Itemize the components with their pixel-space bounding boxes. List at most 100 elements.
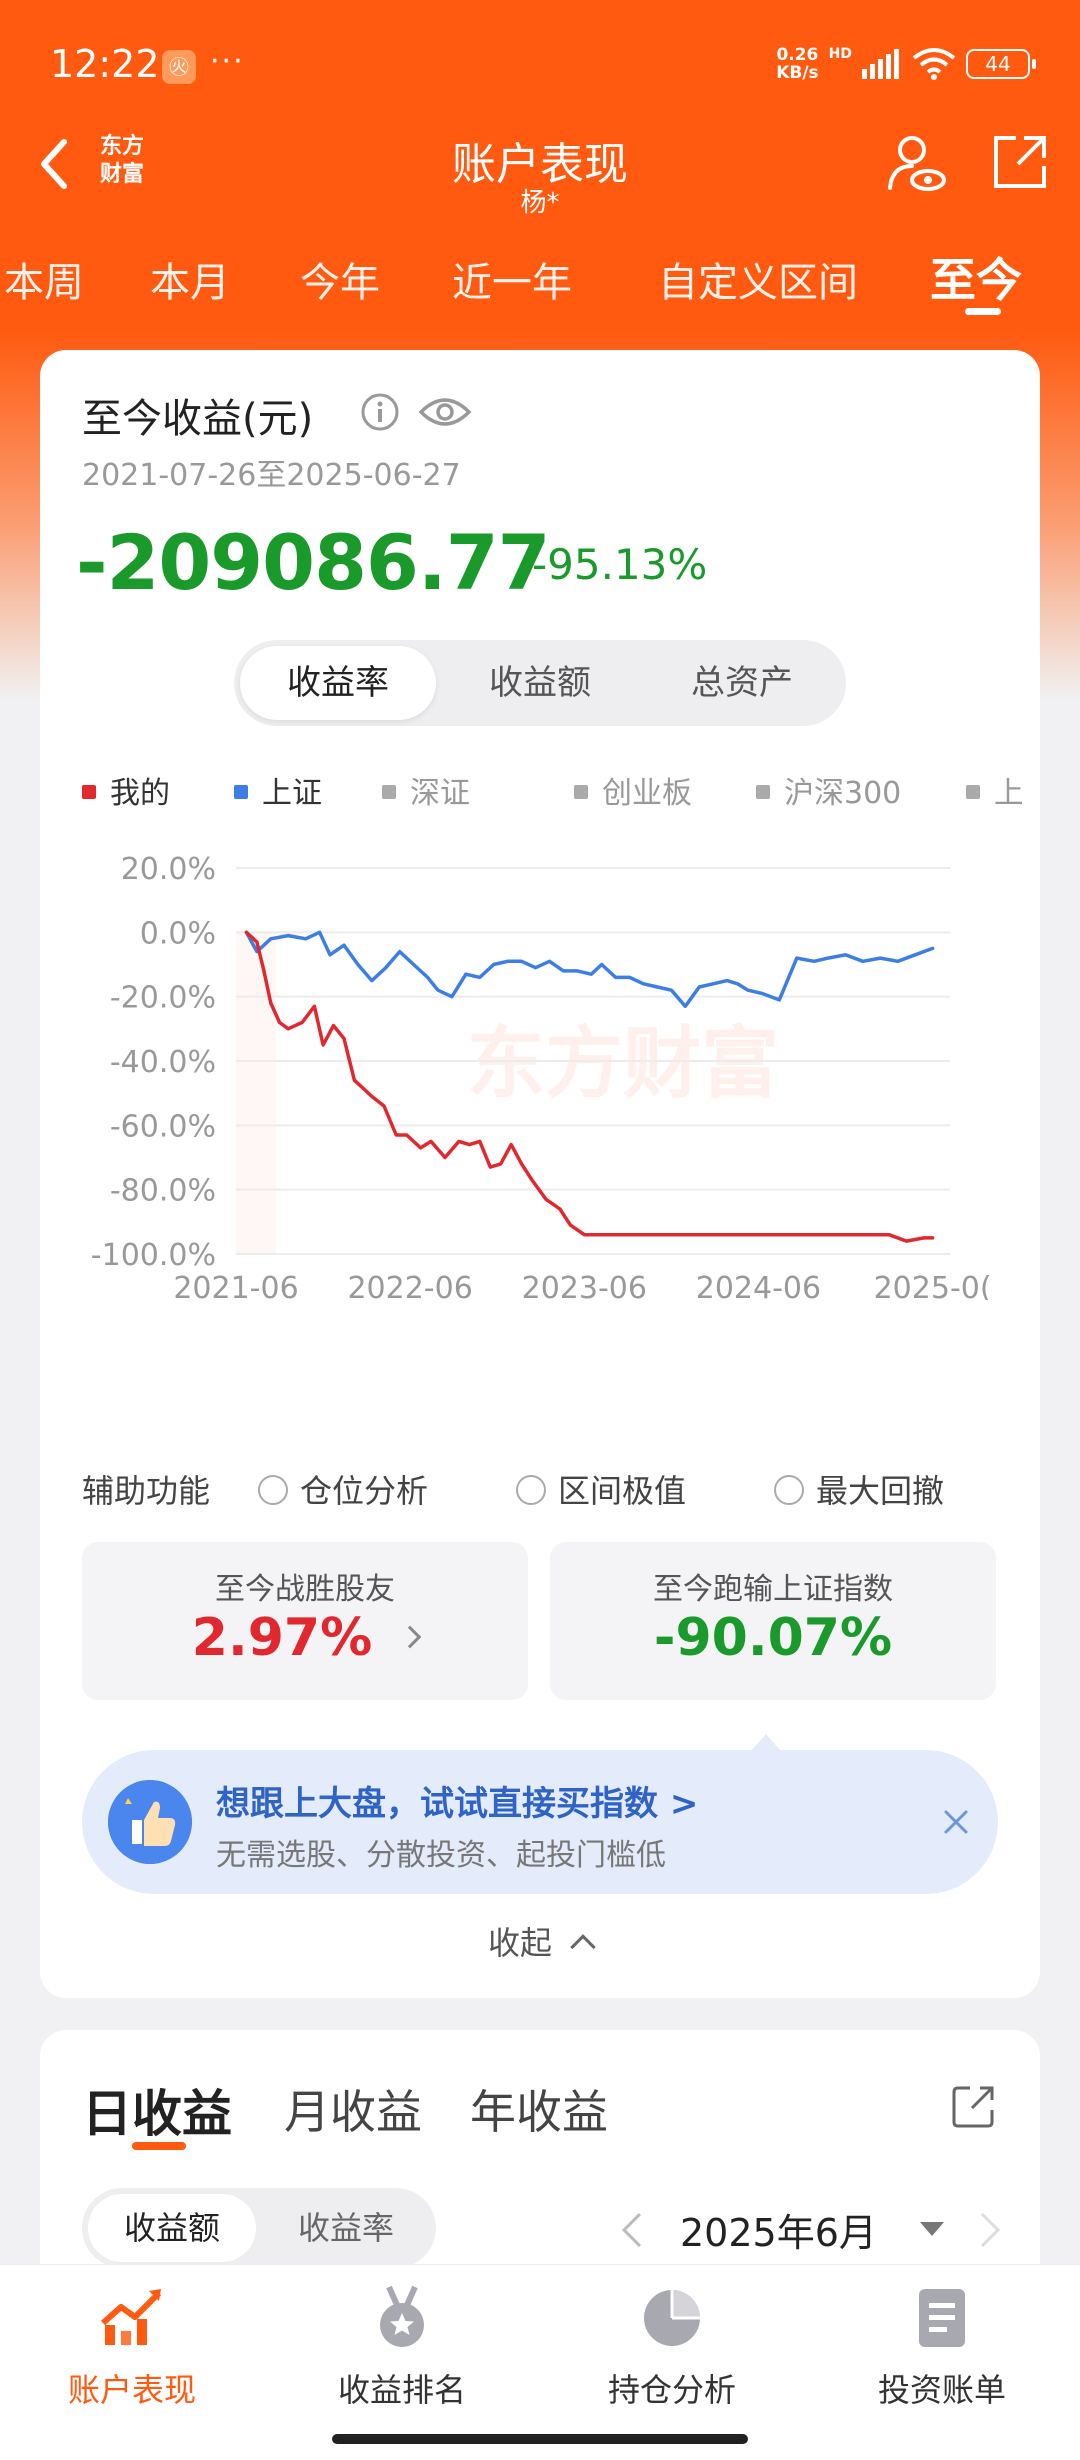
- auxiliary-functions: 辅助功能 仓位分析 区间极值 最大回撤: [82, 1466, 1022, 1516]
- nav-investment-bill[interactable]: 投资账单: [842, 2285, 1042, 2411]
- daily-metric-selector: 收益额 收益率: [82, 2188, 436, 2268]
- tab-since-inception[interactable]: 至今: [930, 253, 1022, 307]
- range-extreme-option[interactable]: 区间极值: [516, 1466, 686, 1512]
- beat-peers-value-row: 2.97%: [82, 1608, 528, 1668]
- total-profit: -209086.77: [76, 518, 550, 607]
- index-fund-promo[interactable]: 想跟上大盘，试试直接买指数 > 无需选股、分散投资、起投门槛低: [82, 1750, 998, 1894]
- y-tick-label: 20.0%: [121, 852, 216, 887]
- dropdown-icon[interactable]: [920, 2222, 944, 2236]
- nav-account-performance[interactable]: 账户表现: [32, 2285, 232, 2411]
- tab-custom-range[interactable]: 自定义区间: [658, 260, 858, 306]
- aux-label: 辅助功能: [82, 1472, 211, 1510]
- beat-peers-stat[interactable]: 至今战胜股友 2.97%: [82, 1542, 528, 1700]
- back-button[interactable]: [36, 134, 76, 194]
- nav-label: 持仓分析: [607, 2371, 736, 2409]
- beat-peers-value: 2.97%: [191, 1608, 373, 1668]
- nav-label: 收益排名: [337, 2371, 466, 2409]
- chevron-left-icon[interactable]: [620, 2210, 644, 2250]
- promo-subtitle: 无需选股、分散投资、起投门槛低: [216, 1838, 666, 1873]
- promo-pointer: [752, 1734, 780, 1750]
- legend-csi300[interactable]: 沪深300: [756, 768, 901, 812]
- status-time: 12:22: [50, 42, 160, 86]
- chart-trend-icon: [101, 2289, 162, 2345]
- series-line-sse: [244, 930, 935, 1009]
- account-holder: 杨*: [520, 188, 560, 218]
- pie-chart-icon: [644, 2290, 700, 2346]
- legend-sse[interactable]: 上证: [234, 768, 322, 812]
- chevron-right-icon[interactable]: [978, 2210, 1002, 2250]
- option-label: 区间极值: [558, 1472, 687, 1510]
- legend-label: 深证: [410, 776, 470, 811]
- notification-app-icon: ㊋: [162, 50, 196, 84]
- share-icon[interactable]: [990, 132, 1050, 192]
- y-tick-label: 0.0%: [140, 916, 216, 951]
- tab-yearly-profit[interactable]: 年收益: [470, 2085, 608, 2139]
- chart-shade: [236, 932, 276, 1254]
- vs-index-value: -90.07%: [653, 1608, 893, 1668]
- daily-tab-rate[interactable]: 收益率: [297, 2209, 394, 2247]
- daily-tab-amount[interactable]: 收益额: [88, 2194, 256, 2262]
- tab-monthly-profit[interactable]: 月收益: [284, 2085, 422, 2139]
- vs-index-title: 至今跑输上证指数: [653, 1572, 893, 1607]
- logo-line-1: 东方: [99, 133, 144, 159]
- status-bar: 12:22 ㊋ ··· 0.26 KB/s HD 44: [0, 0, 1080, 130]
- tab-this-month[interactable]: 本月: [150, 260, 230, 306]
- wifi-icon: [912, 48, 956, 80]
- legend-mine[interactable]: 我的: [82, 768, 170, 812]
- max-drawdown-option[interactable]: 最大回撤: [774, 1466, 944, 1512]
- home-indicator: [332, 2434, 748, 2444]
- bottom-navigation: 账户表现 收益排名 持仓分析 投资账单: [0, 2264, 1080, 2460]
- logo-line-2: 财富: [99, 161, 144, 187]
- info-icon[interactable]: [360, 392, 400, 432]
- legend-dot: [756, 784, 770, 799]
- x-tick-label: 2024-06: [696, 1271, 821, 1300]
- legend-dot: [966, 784, 980, 799]
- month-selector[interactable]: 2025年6月: [680, 2211, 877, 2255]
- y-tick-label: -100.0%: [91, 1238, 216, 1273]
- user-view-icon[interactable]: [884, 130, 948, 194]
- legend-dot: [574, 784, 588, 799]
- bill-icon: [919, 2289, 965, 2347]
- position-analysis-option[interactable]: 仓位分析: [258, 1466, 428, 1512]
- network-speed-value: 0.26: [776, 45, 819, 65]
- tab-this-year[interactable]: 今年: [300, 260, 380, 306]
- eye-icon[interactable]: [418, 390, 472, 434]
- legend-szse[interactable]: 深证: [382, 768, 470, 812]
- page-title: 账户表现: [452, 139, 628, 190]
- metric-tab-profit-amount[interactable]: 收益额: [489, 663, 591, 703]
- nav-position-analysis[interactable]: 持仓分析: [572, 2285, 772, 2411]
- return-chart[interactable]: 东方财富 20.0% 0.0% -20.0% -40.0% -60.0% -80.0% -10…: [40, 830, 1040, 1300]
- legend-dot: [382, 784, 396, 799]
- brand-logo: 东方 财富: [92, 132, 152, 188]
- metric-selector: 收益率 收益额 总资产: [234, 640, 846, 726]
- battery-indicator: 44: [966, 49, 1036, 79]
- legend-label: 上证: [262, 776, 322, 811]
- network-speed: 0.26 KB/s: [776, 46, 818, 82]
- metric-tab-return-rate[interactable]: 收益率: [240, 646, 436, 720]
- promo-title: 想跟上大盘，试试直接买指数 >: [216, 1784, 699, 1824]
- tab-last-year[interactable]: 近一年: [452, 260, 572, 306]
- app-header: 东方 财富 账户表现 杨*: [0, 110, 1080, 230]
- chart-watermark: 东方财富: [467, 1019, 779, 1109]
- tab-this-week[interactable]: 本周: [4, 260, 84, 306]
- x-tick-label: 2025-0(: [874, 1271, 992, 1300]
- share-icon[interactable]: [950, 2082, 998, 2130]
- collapse-label: 收起: [487, 1924, 552, 1962]
- medal-icon: [380, 2285, 424, 2347]
- y-tick-label: -20.0%: [110, 981, 216, 1016]
- signal-icon: [862, 49, 899, 79]
- radio-icon: [258, 1475, 288, 1505]
- legend-dot: [82, 784, 96, 799]
- more-notifications-icon: ···: [210, 44, 245, 79]
- series-line-mine: [244, 930, 935, 1243]
- collapse-button[interactable]: 收起: [40, 1918, 1040, 1964]
- status-indicators: 0.26 KB/s HD 44: [776, 46, 1036, 82]
- legend-chinext[interactable]: 创业板: [574, 768, 692, 812]
- nav-profit-ranking[interactable]: 收益排名: [302, 2285, 502, 2411]
- vs-index-stat: 至今跑输上证指数 -90.07%: [550, 1542, 996, 1700]
- legend-more[interactable]: 上: [966, 768, 1022, 812]
- metric-tab-total-assets[interactable]: 总资产: [691, 663, 793, 703]
- close-icon[interactable]: [938, 1804, 974, 1840]
- tab-daily-profit[interactable]: 日收益: [82, 2085, 232, 2143]
- summary-title: 至今收益(元): [82, 396, 314, 442]
